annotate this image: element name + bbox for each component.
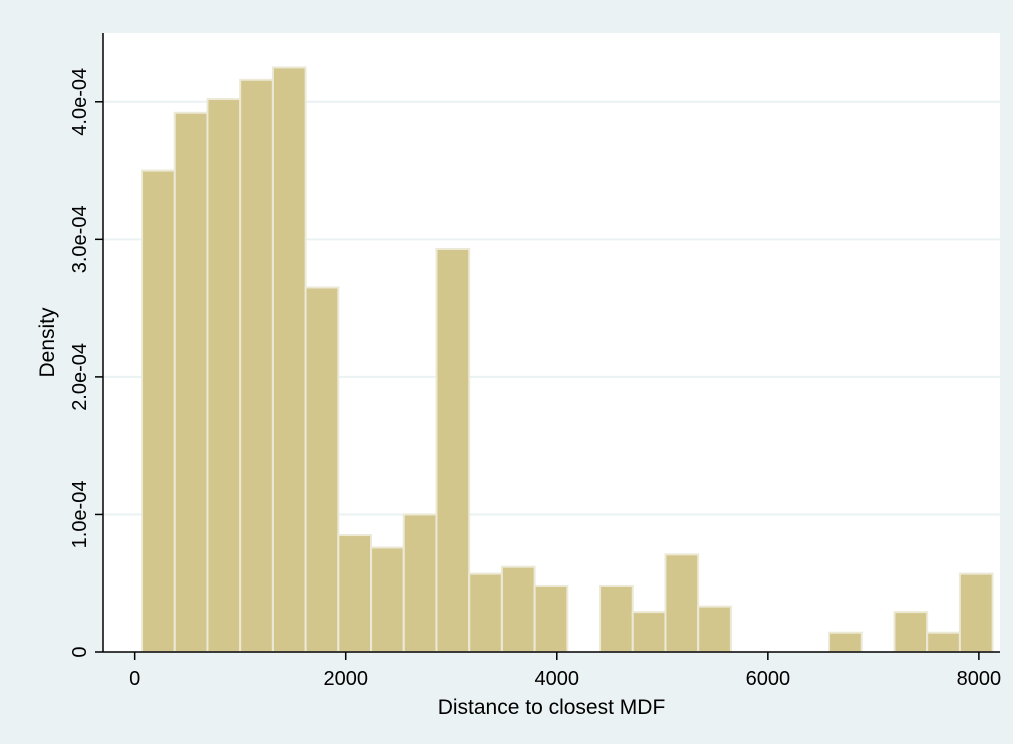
histogram-bar-6 — [337, 534, 373, 653]
y-tick-label-4: 4.0e-04 — [69, 68, 91, 136]
histogram-bar-14 — [599, 584, 634, 653]
histogram-bar-9 — [435, 247, 471, 653]
x-tick-label-0: 0 — [129, 668, 140, 690]
y-tick-label-1: 1.0e-04 — [69, 481, 91, 549]
axes — [102, 33, 1000, 653]
histogram-bar-0 — [141, 169, 176, 654]
histogram-bar-17 — [697, 605, 732, 654]
y-tick-label-0: 0 — [69, 646, 91, 657]
histogram-bar-24 — [926, 631, 961, 654]
y-tick-label-2: 2.0e-04 — [69, 343, 91, 411]
x-axis-title: Distance to closest MDF — [438, 696, 666, 719]
histogram-bar-5 — [304, 286, 340, 653]
histogram-bar-12 — [533, 584, 569, 653]
histogram-bar-11 — [500, 565, 536, 654]
histogram-bar-2 — [206, 98, 242, 653]
histogram-bar-4 — [271, 66, 307, 653]
y-axis-title: Density — [36, 307, 59, 378]
histogram-bar-8 — [402, 513, 438, 654]
x-tick-label-1: 2000 — [323, 668, 368, 690]
x-tick-label-2: 4000 — [535, 668, 580, 690]
histogram-bars — [141, 66, 994, 654]
histogram-bar-10 — [468, 572, 503, 653]
histogram-bar-15 — [631, 611, 667, 653]
histogram-bar-7 — [370, 546, 405, 653]
histogram-bar-16 — [664, 553, 700, 654]
histogram-bar-21 — [828, 631, 863, 654]
histogram-bar-23 — [893, 611, 929, 653]
histogram-bar-1 — [173, 111, 209, 653]
x-axis-ticks: 0 2000 4000 6000 8000 — [129, 652, 1001, 690]
y-tick-label-3: 3.0e-04 — [69, 205, 91, 273]
x-tick-label-4: 8000 — [957, 668, 1002, 690]
histogram-bar-25 — [958, 572, 994, 653]
y-axis-ticks: 0 1.0e-04 2.0e-04 3.0e-04 4.0e-04 — [69, 68, 103, 658]
x-tick-label-3: 6000 — [746, 668, 791, 690]
histogram-bar-3 — [239, 78, 274, 654]
